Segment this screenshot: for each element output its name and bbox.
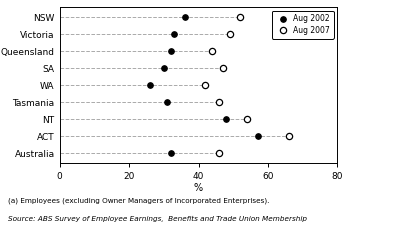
X-axis label: %: % [194,183,203,193]
Legend: Aug 2002, Aug 2007: Aug 2002, Aug 2007 [272,11,333,39]
Text: (a) Employees (excluding Owner Managers of Incorporated Enterprises).: (a) Employees (excluding Owner Managers … [8,197,269,204]
Text: Source: ABS Survey of Employee Earnings,  Benefits and Trade Union Membership: Source: ABS Survey of Employee Earnings,… [8,216,307,222]
